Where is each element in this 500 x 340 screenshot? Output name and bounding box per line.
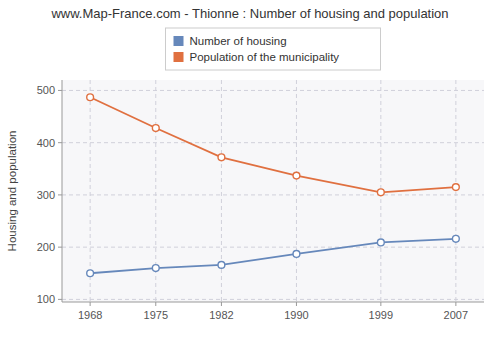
legend-swatch [174,52,184,62]
x-tick [296,302,297,306]
series-marker [87,94,94,101]
page: {"chart_data": {"type": "line", "title":… [0,0,500,340]
grid-line-y [62,247,484,248]
x-tick-label: 1990 [284,309,308,321]
series-line [90,239,456,273]
grid-line-y [62,194,484,195]
x-tick-label: 1968 [78,309,102,321]
legend-label: Population of the municipality [190,51,340,63]
series-marker [218,262,225,269]
legend-swatch [174,36,184,46]
y-tick [58,247,62,248]
y-tick-label: 400 [37,137,55,149]
x-tick [380,302,381,306]
y-tick-label: 300 [37,189,55,201]
series-marker [218,154,225,161]
series-marker [152,125,159,132]
y-axis-line [62,80,63,302]
series-marker [377,239,384,246]
y-tick [58,90,62,91]
y-tick-label: 500 [37,84,55,96]
x-tick [455,302,456,306]
x-tick-label: 1999 [369,309,393,321]
series-marker [152,265,159,272]
data-area [87,94,460,277]
x-tick-label: 2007 [444,309,468,321]
grid-line-x [296,80,297,302]
chart-container: www.Map-France.com - Thionne : Number of… [0,0,500,340]
series-marker [452,235,459,242]
x-tick [221,302,222,306]
legend-box [166,28,381,70]
y-tick [58,142,62,143]
series-marker [293,172,300,179]
series-line [90,97,456,192]
x-tick [90,302,91,306]
grid-line-x [90,80,91,302]
x-axis-line [62,302,484,303]
legend-label: Number of housing [190,35,287,47]
y-tick-label: 100 [37,293,55,305]
series-marker [377,189,384,196]
x-tick [155,302,156,306]
y-tick [58,299,62,300]
x-tick-label: 1982 [209,309,233,321]
y-tick-label: 200 [37,241,55,253]
y-tick [58,194,62,195]
chart-svg: www.Map-France.com - Thionne : Number of… [0,0,500,340]
grid-line-y [62,299,484,300]
grid [62,80,484,302]
series-marker [87,270,94,277]
y-axis-label: Housing and population [6,131,18,252]
x-tick-label: 1975 [144,309,168,321]
grid-line-y [62,90,484,91]
title: www.Map-France.com - Thionne : Number of… [50,6,448,21]
grid-line-y [62,142,484,143]
plot-background [62,80,484,302]
series-marker [452,184,459,191]
legend: Number of housing Population of the munic… [166,28,381,70]
series-marker [293,251,300,258]
